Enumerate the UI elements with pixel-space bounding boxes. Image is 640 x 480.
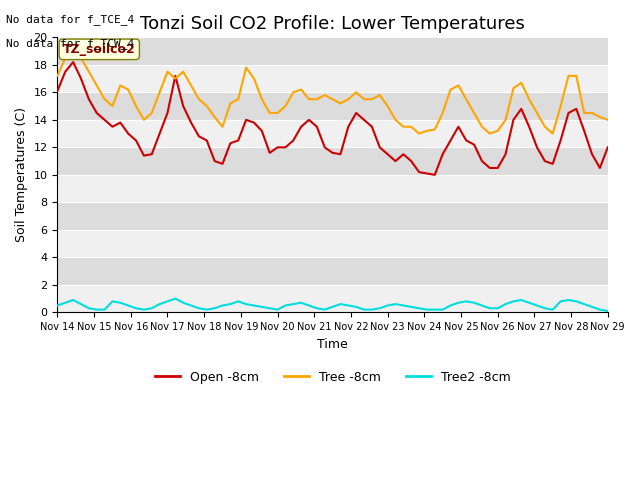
Tree2 -8cm (69, 297, 77, 303)
Tree -8cm (564, 73, 572, 79)
Tree2 -8cm (580, 301, 588, 307)
Line: Open -8cm: Open -8cm (58, 62, 608, 175)
Tree -8cm (77, 55, 85, 61)
Tree2 -8cm (172, 296, 179, 301)
Open -8cm (140, 153, 148, 158)
Open -8cm (329, 150, 337, 156)
Text: No data for f_TCW_4: No data for f_TCW_4 (6, 38, 134, 49)
Bar (58, 203, 608, 230)
Tree -8cm (140, 117, 148, 123)
Open -8cm (588, 151, 596, 157)
Bar (58, 120, 608, 147)
Tree2 -8cm (604, 308, 612, 314)
Tree -8cm (69, 46, 77, 51)
Bar (58, 230, 608, 257)
Tree -8cm (588, 110, 596, 116)
Open -8cm (431, 172, 438, 178)
Tree2 -8cm (478, 302, 486, 308)
Bar (58, 37, 608, 65)
Tree2 -8cm (392, 301, 399, 307)
Bar (58, 257, 608, 285)
Bar (58, 175, 608, 203)
Line: Tree2 -8cm: Tree2 -8cm (58, 299, 608, 311)
Bar (58, 65, 608, 92)
Open -8cm (69, 59, 77, 65)
Title: Tonzi Soil CO2 Profile: Lower Temperatures: Tonzi Soil CO2 Profile: Lower Temperatur… (140, 15, 525, 33)
Tree -8cm (54, 73, 61, 79)
Bar (58, 92, 608, 120)
Tree2 -8cm (219, 302, 227, 308)
Y-axis label: Soil Temperatures (C): Soil Temperatures (C) (15, 108, 28, 242)
Tree2 -8cm (329, 304, 337, 310)
Bar (58, 285, 608, 312)
Open -8cm (54, 88, 61, 94)
Text: No data for f_TCE_4: No data for f_TCE_4 (6, 14, 134, 25)
Legend: Open -8cm, Tree -8cm, Tree2 -8cm: Open -8cm, Tree -8cm, Tree2 -8cm (150, 366, 515, 389)
Open -8cm (77, 76, 85, 82)
X-axis label: Time: Time (317, 337, 348, 351)
Bar (58, 147, 608, 175)
Text: TZ_soilco2: TZ_soilco2 (63, 43, 136, 56)
Open -8cm (604, 144, 612, 150)
Tree -8cm (392, 117, 399, 123)
Tree2 -8cm (54, 302, 61, 308)
Open -8cm (392, 158, 399, 164)
Tree -8cm (329, 96, 337, 102)
Tree -8cm (604, 117, 612, 123)
Line: Tree -8cm: Tree -8cm (58, 48, 608, 133)
Open -8cm (564, 110, 572, 116)
Tree -8cm (415, 131, 423, 136)
